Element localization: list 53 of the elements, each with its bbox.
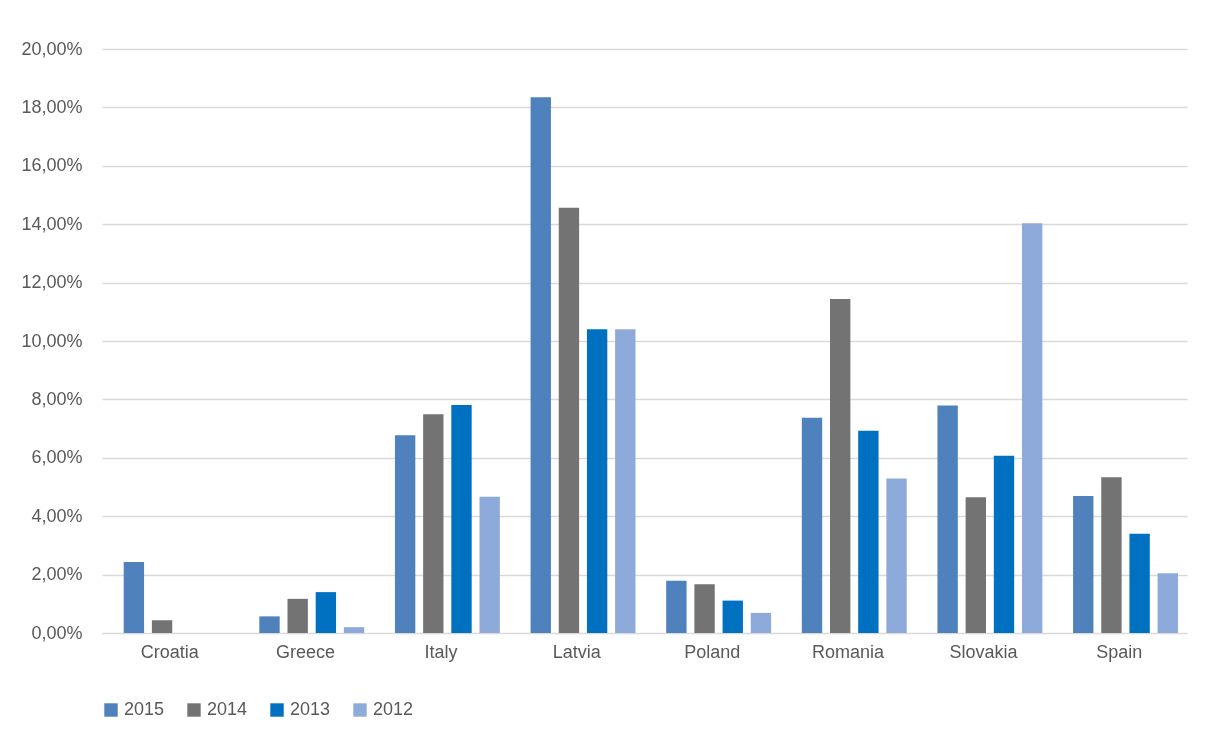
bar bbox=[530, 97, 551, 633]
bar bbox=[1157, 573, 1178, 633]
bar bbox=[615, 329, 636, 633]
bar bbox=[343, 627, 365, 633]
y-tick-label: 12,00% bbox=[21, 272, 83, 293]
bar bbox=[151, 620, 173, 633]
x-tick-label: Poland bbox=[684, 641, 741, 662]
bar bbox=[666, 580, 687, 633]
bar bbox=[694, 584, 715, 633]
bar bbox=[123, 562, 145, 633]
bar bbox=[287, 598, 308, 633]
y-tick-label: 8,00% bbox=[31, 388, 83, 409]
bar bbox=[1101, 477, 1122, 633]
legend-label: 2012 bbox=[373, 699, 414, 719]
x-tick-label: Greece bbox=[275, 641, 335, 662]
bar bbox=[858, 430, 879, 633]
bar bbox=[423, 414, 444, 633]
bar bbox=[830, 298, 851, 633]
legend-label: 2013 bbox=[290, 699, 331, 719]
bar bbox=[965, 497, 986, 633]
bar bbox=[937, 405, 958, 633]
bar bbox=[722, 600, 743, 633]
bar bbox=[1129, 533, 1150, 633]
x-tick-label: Romania bbox=[811, 641, 885, 662]
y-tick-label: 20,00% bbox=[21, 38, 83, 59]
bar bbox=[801, 417, 823, 633]
x-tick-label: Spain bbox=[1096, 641, 1143, 662]
bar bbox=[1022, 223, 1043, 633]
bar bbox=[451, 404, 472, 633]
y-tick-label: 10,00% bbox=[21, 330, 83, 351]
x-tick-label: Croatia bbox=[140, 641, 200, 662]
y-tick-label: 18,00% bbox=[21, 96, 83, 117]
bar bbox=[394, 435, 416, 633]
bar bbox=[1073, 496, 1094, 633]
y-tick-label: 16,00% bbox=[21, 155, 83, 176]
y-tick-label: 6,00% bbox=[31, 447, 83, 468]
x-tick-label: Slovakia bbox=[949, 641, 1019, 662]
bar bbox=[750, 612, 772, 633]
y-tick-label: 4,00% bbox=[31, 505, 83, 526]
legend-label: 2014 bbox=[207, 699, 248, 719]
y-tick-label: 14,00% bbox=[21, 213, 83, 234]
bar bbox=[315, 592, 337, 633]
legend-label: 2015 bbox=[124, 699, 165, 719]
x-tick-label: Latvia bbox=[552, 641, 602, 662]
y-tick-label: 0,00% bbox=[31, 622, 83, 643]
x-tick-label: Italy bbox=[424, 641, 458, 662]
y-tick-label: 2,00% bbox=[31, 564, 83, 585]
bar bbox=[479, 496, 500, 633]
bar bbox=[886, 478, 907, 633]
bar bbox=[993, 455, 1015, 633]
bar bbox=[259, 616, 280, 633]
bar bbox=[586, 329, 608, 633]
bar bbox=[558, 207, 580, 633]
